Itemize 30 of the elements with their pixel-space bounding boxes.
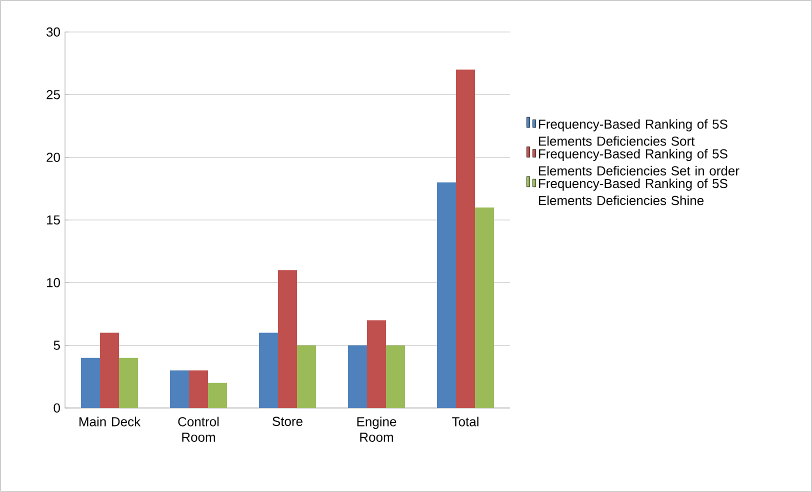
x-tick-label: Control Room [178,416,219,442]
y-tick-label: 5 [54,340,60,350]
legend-label: Frequency-Based Ranking of 5S Elements Deficiencies Shine [539,178,728,206]
bar [278,270,298,408]
y-tick-label: 10 [47,278,60,288]
legend-label: Frequency-Based Ranking of 5S Elements Deficiencies Sort [539,119,728,146]
bar [189,370,208,408]
bar [437,182,456,408]
bar [119,358,138,408]
bar [475,207,494,408]
x-tick-label: Total [452,416,478,426]
y-tick-label: 25 [46,90,60,100]
y-tick-label: 15 [47,215,60,225]
x-tick-label: Engine Room [357,416,396,442]
bar [259,332,278,408]
x-tick-label: Main Deck [80,416,141,426]
y-tick-label: 0 [54,403,60,413]
bar [367,320,386,408]
bar [170,370,190,408]
legend-label: Frequency-Based Ranking of 5S Elements Deficiencies Set in order [539,148,740,176]
y-tick-label: 20 [46,152,60,162]
bar [81,358,100,408]
bar [386,345,406,408]
bar [297,345,316,408]
bar [456,70,475,408]
bar [100,332,120,408]
bar [348,345,368,408]
y-tick-label: 30 [46,27,60,37]
bar [208,382,228,408]
x-tick-label: Store [272,416,302,426]
